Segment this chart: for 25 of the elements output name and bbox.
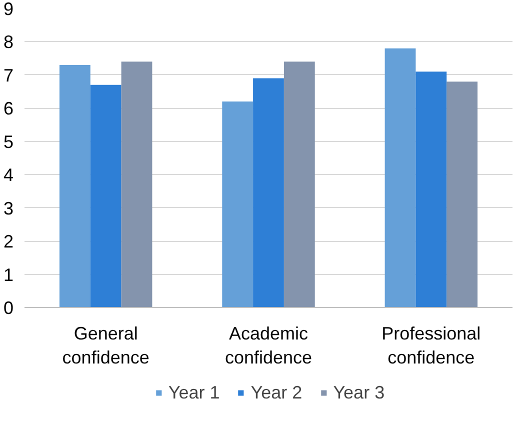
x-tick-label: Professional confidence [382,324,481,368]
bar [384,48,416,308]
bar [222,102,254,308]
y-tick-label: 0 [3,298,14,318]
bar [59,64,90,308]
y-tick-label: 5 [3,132,14,152]
bar [253,78,284,308]
y-tick-label: 7 [3,65,14,86]
x-tick-label: Academic confidence [224,324,312,368]
x-tick-label: General confidence [62,324,150,368]
y-tick-label: 1 [3,264,14,285]
y-tick-label: 4 [3,165,14,186]
bar [416,72,447,308]
bar [121,62,152,308]
bar [446,82,478,308]
legend-label: Year 2 [250,382,302,403]
bar [90,84,122,308]
y-tick-label: 3 [3,198,14,218]
legend-label: Year 1 [168,382,220,403]
legend-label: Year 3 [333,382,385,403]
y-tick-label: 9 [3,0,14,19]
y-tick-label: 8 [3,32,14,52]
bar [284,62,315,308]
y-tick-label: 6 [3,98,14,119]
y-tick-label: 2 [3,232,14,252]
